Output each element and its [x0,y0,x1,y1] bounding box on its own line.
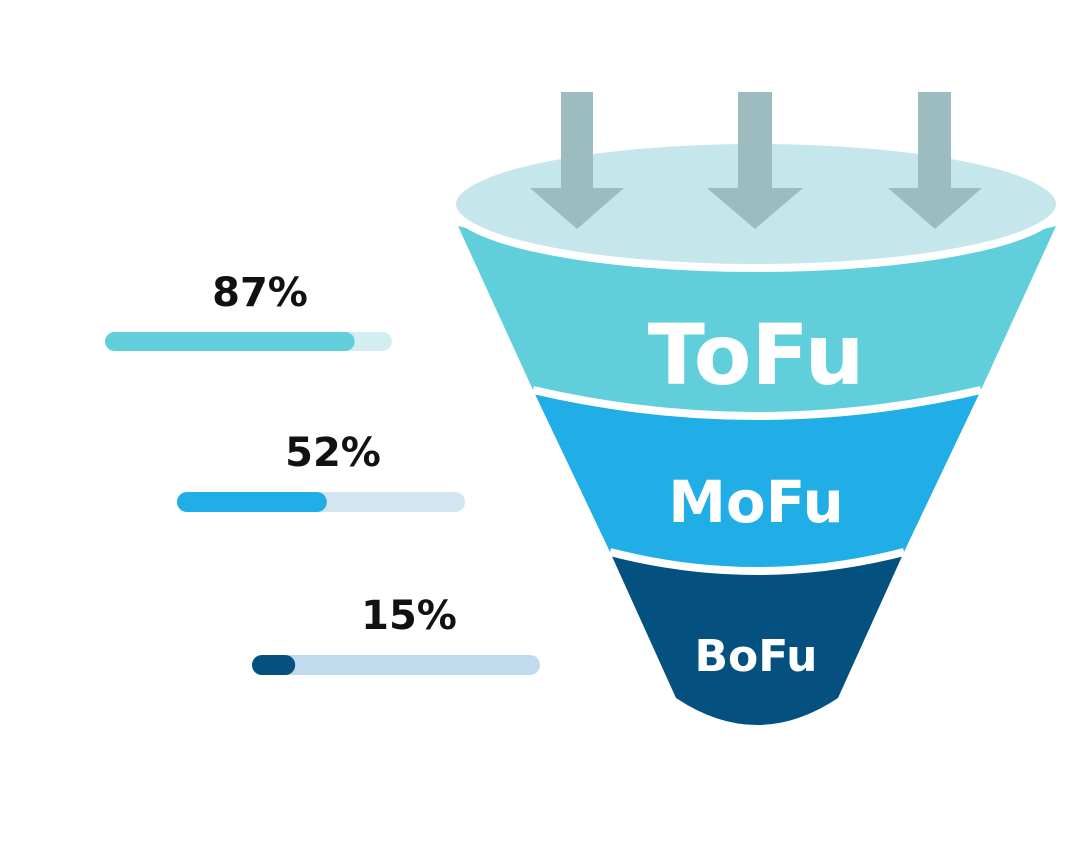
down-arrow-icon [707,92,803,229]
stage-label-tofu: ToFu [648,306,865,404]
metric-track-3 [252,655,540,675]
down-arrow-icon [530,92,624,229]
funnel-stage-tofu [458,226,1056,416]
down-arrow-icon [888,92,982,229]
metric-label-1: 87% [212,270,308,316]
funnel-stage-mofu [533,390,981,571]
metric-group-3: 15% [252,593,540,675]
stage-label-mofu: MoFu [668,468,844,536]
metric-group-1: 87% [105,270,392,351]
funnel-stage-bofu [610,552,904,725]
funnel-divider-2 [608,548,906,575]
metric-fill-1 [105,332,355,351]
funnel: ToFu MoFu BoFu [448,92,1064,725]
metric-label-2: 52% [285,430,381,476]
stage-label-bofu: BoFu [695,631,818,682]
metric-label-3: 15% [361,593,457,639]
funnel-divider-1 [532,386,982,420]
metric-group-2: 52% [177,430,465,512]
metric-fill-2 [177,492,327,512]
metric-fill-3 [252,655,296,675]
